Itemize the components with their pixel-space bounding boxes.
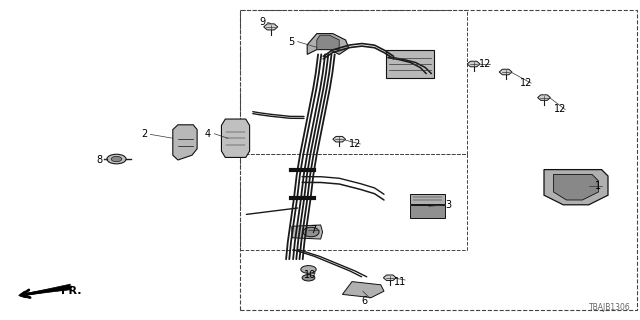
- Polygon shape: [307, 34, 349, 54]
- Text: 11: 11: [394, 276, 406, 287]
- Text: 9: 9: [259, 17, 266, 28]
- Text: 12: 12: [520, 78, 532, 88]
- Polygon shape: [264, 24, 278, 30]
- Polygon shape: [410, 194, 445, 204]
- Text: 12: 12: [479, 59, 492, 69]
- Text: 3: 3: [445, 200, 451, 210]
- Polygon shape: [173, 125, 197, 160]
- Polygon shape: [221, 119, 250, 157]
- Text: 4: 4: [205, 129, 211, 140]
- Text: 1: 1: [595, 180, 602, 191]
- Polygon shape: [317, 35, 339, 50]
- Polygon shape: [342, 282, 384, 298]
- Polygon shape: [386, 50, 434, 78]
- Polygon shape: [383, 275, 396, 281]
- Text: 7: 7: [310, 225, 317, 236]
- Text: 12: 12: [554, 104, 566, 114]
- Text: 12: 12: [349, 139, 362, 149]
- Polygon shape: [499, 69, 512, 75]
- Circle shape: [111, 156, 122, 162]
- Polygon shape: [538, 95, 550, 100]
- Text: FR.: FR.: [61, 286, 81, 296]
- Circle shape: [302, 275, 315, 281]
- Polygon shape: [333, 136, 346, 142]
- Polygon shape: [410, 205, 445, 218]
- Polygon shape: [554, 174, 598, 200]
- Polygon shape: [292, 225, 323, 239]
- Text: 6: 6: [362, 296, 368, 306]
- Polygon shape: [467, 61, 480, 67]
- Text: TBAJB1306: TBAJB1306: [589, 303, 630, 312]
- Text: 10: 10: [304, 270, 317, 280]
- Polygon shape: [544, 170, 608, 205]
- Circle shape: [107, 154, 126, 164]
- Text: 2: 2: [141, 129, 147, 140]
- Text: 8: 8: [96, 155, 102, 165]
- Circle shape: [301, 266, 316, 273]
- Text: 5: 5: [288, 36, 294, 47]
- Ellipse shape: [303, 227, 319, 237]
